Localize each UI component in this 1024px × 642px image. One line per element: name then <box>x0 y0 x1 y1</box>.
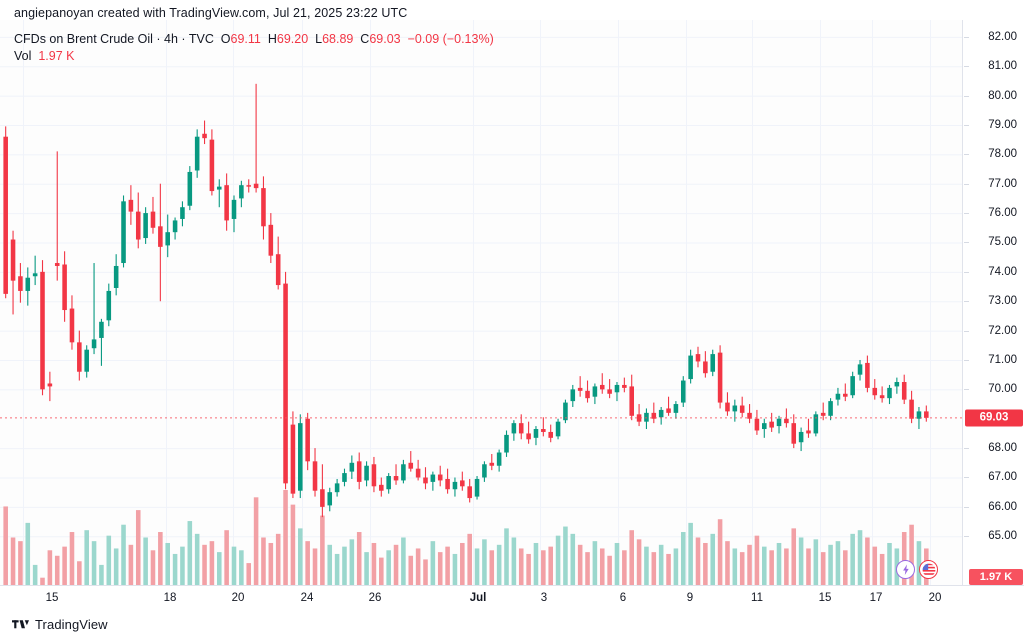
legend-open-key: O <box>220 32 231 46</box>
price-tick-label: 81.00 <box>988 60 1017 73</box>
legend-exchange: TVC <box>188 32 214 46</box>
tradingview-wordmark: TradingView <box>35 617 108 632</box>
legend-low-value: 68.89 <box>322 32 354 46</box>
price-tick-mark <box>964 36 969 38</box>
time-tick-label: 11 <box>751 592 763 604</box>
price-axis[interactable]: 69.03 1.97 K 82.00 81.00 80.00 79.00 78.00 77… <box>962 20 1024 585</box>
legend-open-value: 69.11 <box>230 32 261 46</box>
footer-branding: TradingView <box>12 617 108 632</box>
price-tick-label: 74.00 <box>988 265 1017 278</box>
price-tick-label: 82.00 <box>988 30 1017 43</box>
chart-legend: CFDs on Brent Crude Oil · 4h · TVC O69.1… <box>14 31 494 65</box>
price-tick-label: 75.00 <box>988 236 1017 249</box>
us-flag-icon[interactable] <box>919 560 938 579</box>
price-tick-mark <box>964 330 969 332</box>
price-tick-mark <box>964 66 969 68</box>
legend-volume-key: Vol <box>14 49 32 63</box>
time-tick-label: 18 <box>163 592 177 604</box>
legend-high-value: 69.20 <box>276 32 309 46</box>
price-tick-label: 66.00 <box>988 500 1017 513</box>
chart-grid <box>0 20 962 585</box>
time-tick-label: 15 <box>818 592 832 604</box>
legend-symbol[interactable]: CFDs on Brent Crude Oil <box>14 32 153 46</box>
time-axis-right-cap <box>962 585 1024 612</box>
legend-volume-value: 1.97 K <box>38 49 75 63</box>
price-tick-label: 68.00 <box>988 442 1017 455</box>
tradingview-logo-icon <box>12 620 29 629</box>
price-tick-label: 70.00 <box>988 383 1017 396</box>
price-tick-mark <box>964 477 969 479</box>
price-tick-mark <box>964 213 969 215</box>
price-tick-label: 78.00 <box>988 148 1017 161</box>
price-tick-label: 72.00 <box>988 324 1017 337</box>
price-tick-mark <box>964 154 969 156</box>
time-tick-label: 3 <box>540 592 548 604</box>
price-tick-label: 79.00 <box>988 118 1017 131</box>
time-axis[interactable]: 1518202426Jul3691115172023 <box>0 585 987 612</box>
time-tick-label: 20 <box>231 592 245 604</box>
legend-separator-1: · <box>152 32 165 46</box>
legend-close-key: C <box>360 32 370 46</box>
legend-close-value: 69.03 <box>369 32 401 46</box>
time-tick-label: 20 <box>928 592 942 604</box>
lightning-bolt-icon[interactable] <box>896 560 915 579</box>
price-tick-label: 71.00 <box>988 353 1017 366</box>
chart-pane[interactable] <box>0 20 962 585</box>
price-tick-mark <box>964 448 969 450</box>
price-tick-mark <box>964 359 969 361</box>
price-tick-label: 80.00 <box>988 89 1017 102</box>
volume-badge: 1.97 K <box>969 569 1023 585</box>
price-tick-mark <box>964 124 969 126</box>
price-tick-mark <box>964 301 969 303</box>
price-tick-mark <box>964 506 969 508</box>
legend-separator-2: · <box>177 32 189 46</box>
price-tick-label: 76.00 <box>988 207 1017 220</box>
time-tick-label: 9 <box>686 592 694 604</box>
price-tick-mark <box>964 183 969 185</box>
time-tick-label: 15 <box>45 592 59 604</box>
legend-high-key: H <box>267 32 277 46</box>
price-tick-mark <box>964 389 969 391</box>
legend-low-key: L <box>315 32 323 46</box>
candlestick-series <box>0 83 962 585</box>
time-tick-label: 17 <box>869 592 883 604</box>
time-tick-label: 24 <box>300 592 314 604</box>
time-tick-label: Jul <box>469 592 487 604</box>
legend-interval[interactable]: 4h <box>164 32 178 46</box>
price-tick-label: 73.00 <box>988 295 1017 308</box>
attribution-text: angiepanoyan created with TradingView.co… <box>14 6 408 20</box>
price-tick-label: 65.00 <box>988 530 1017 543</box>
last-price-badge: 69.03 <box>965 409 1023 427</box>
price-tick-mark <box>964 271 969 273</box>
legend-change: −0.09 (−0.13%) <box>407 32 494 46</box>
price-tick-label: 67.00 <box>988 471 1017 484</box>
time-tick-label: 26 <box>368 592 382 604</box>
price-tick-mark <box>964 242 969 244</box>
price-tick-mark <box>964 536 969 538</box>
time-tick-label: 6 <box>619 592 627 604</box>
price-tick-mark <box>964 95 969 97</box>
price-tick-label: 77.00 <box>988 177 1017 190</box>
